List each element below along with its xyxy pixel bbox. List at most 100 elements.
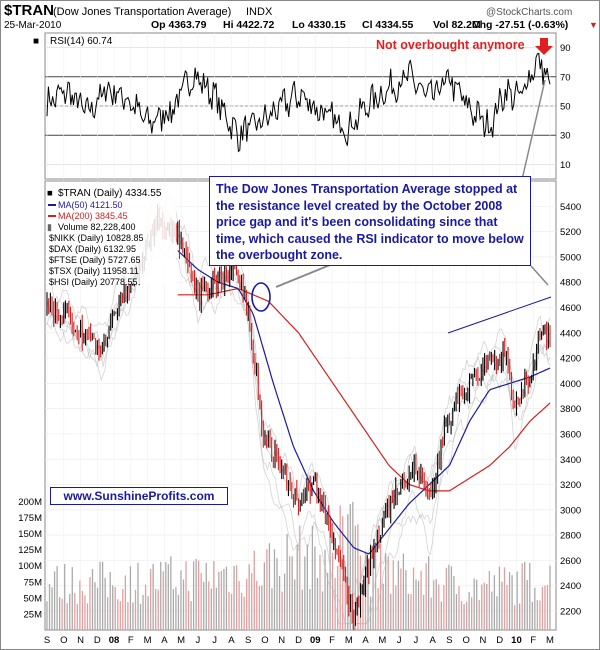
price-tick-label: 2800 (560, 531, 581, 542)
rsi-y-ticks: 10 30 50 70 90 (560, 43, 571, 171)
x-axis-labels: S O N D 08 F M A M J J A S O N D 09 F M A M J J A S O N D 10 F M (44, 635, 554, 646)
x-tick-label: F (128, 635, 134, 646)
resistance-line (447, 296, 552, 334)
change-down-icon: ▼ (589, 20, 598, 30)
legend-nikk: $NIKK (Daily) 10828.85 (49, 233, 144, 243)
x-tick-label: J (413, 635, 418, 646)
x-tick-label: S (446, 635, 452, 646)
volume-tick-label: 75M (24, 577, 43, 588)
overlay-line (46, 239, 551, 607)
x-tick-label: N (278, 635, 285, 646)
legend-dax: $DAX (Daily) 6132.95 (49, 244, 136, 254)
rsi-title: RSI(14) 60.74 (50, 36, 113, 47)
price-tick-label: 3800 (560, 404, 581, 415)
x-tick-label: M (177, 635, 185, 646)
x-tick-label: O (462, 635, 469, 646)
volume-tick-label: 150M (18, 529, 42, 540)
exchange-label: INDX (246, 6, 273, 18)
x-tick-label: D (295, 635, 302, 646)
x-tick-label: D (94, 635, 101, 646)
rsi-tick-label: 30 (560, 131, 571, 142)
x-tick-label: O (60, 635, 67, 646)
x-tick-label: M (378, 635, 386, 646)
legend-tsx: $TSX (Daily) 11958.11 (49, 266, 139, 276)
price-tick-label: 4200 (560, 354, 581, 365)
high-value: Hi 4422.72 (223, 19, 275, 31)
annotation-note: The Dow Jones Transportation Average sto… (209, 176, 531, 266)
rsi-line (46, 52, 551, 153)
legend-volume: Volume 82,228,400 (58, 222, 136, 232)
x-tick-label: 09 (310, 635, 321, 646)
price-y-ticks: 2200 2400 2600 2800 3000 3200 3400 3600 3800 4000… (560, 202, 581, 618)
legend-ftse: $FTSE (Daily) 5727.65 (49, 255, 141, 265)
volume-value: Vol 82.2M (433, 19, 481, 31)
price-tick-label: 5400 (560, 202, 581, 213)
x-tick-label: M (345, 635, 353, 646)
x-tick-label: J (212, 635, 217, 646)
x-tick-label: F (329, 635, 335, 646)
close-value: Cl 4334.55 (362, 19, 414, 31)
price-tick-label: 2400 (560, 581, 581, 592)
down-arrow-icon (535, 38, 553, 55)
x-tick-label: D (496, 635, 503, 646)
volume-tick-label: 125M (18, 545, 42, 556)
rsi-tick-label: 50 (560, 102, 571, 113)
legend-main: $TRAN (Daily) 4334.55 (58, 188, 162, 199)
date-label: 25-Mar-2010 (4, 20, 62, 31)
website-label: www.SunshineProfits.com (50, 487, 228, 505)
x-tick-label: N (479, 635, 486, 646)
price-tick-label: 3000 (560, 505, 581, 516)
price-tick-label: 3600 (560, 429, 581, 440)
x-tick-label: F (530, 635, 536, 646)
note-pointer (275, 264, 331, 288)
x-tick-label: O (261, 635, 268, 646)
price-tick-label: 4800 (560, 278, 581, 289)
x-tick-label: 10 (511, 635, 522, 646)
volume-tick-label: 50M (24, 593, 43, 604)
legend-main-icon: ■ (47, 188, 53, 199)
x-tick-label: A (161, 635, 168, 646)
change-value: Chg -27.51 (-0.63%) (472, 19, 568, 31)
x-tick-label: 08 (109, 635, 120, 646)
legend-ma200: MA(200) 3845.45 (58, 211, 128, 221)
price-tick-label: 4000 (560, 379, 581, 390)
price-tick-label: 3200 (560, 480, 581, 491)
volume-tick-label: 100M (18, 561, 42, 572)
rsi-tick-label: 70 (560, 72, 571, 83)
price-tick-label: 5000 (560, 252, 581, 263)
price-tick-label: 4400 (560, 328, 581, 339)
low-value: Lo 4330.15 (292, 19, 346, 31)
watermark: @StockCharts.com (486, 7, 572, 18)
index-name: (Dow Jones Transportation Average) (53, 6, 231, 18)
x-tick-label: M (144, 635, 152, 646)
x-tick-label: A (429, 635, 436, 646)
volume-tick-label: 200M (18, 497, 42, 508)
price-tick-label: 5200 (560, 227, 581, 238)
legend-hsi: $HSI (Daily) 20778.55 (49, 277, 138, 287)
legend-ma50: MA(50) 4121.50 (58, 200, 123, 210)
gap-ellipse (251, 282, 271, 312)
not-overbought-label: Not overbought anymore (376, 38, 525, 52)
price-tick-label: 3400 (560, 455, 581, 466)
rsi-marker-icon: ■ (33, 36, 39, 47)
rsi-pointer (520, 79, 546, 185)
x-tick-label: S (44, 635, 50, 646)
rsi-tick-label: 10 (560, 160, 571, 171)
x-tick-label: M (546, 635, 554, 646)
price-legend: ■ $TRAN (Daily) 4334.55 MA(50) 4121.50 M… (46, 186, 176, 287)
x-tick-label: J (397, 635, 402, 646)
x-tick-label: N (77, 635, 84, 646)
price-tick-label: 2200 (560, 607, 581, 618)
volume-y-ticks: 200M 175M 150M 125M 100M 75M 50M 25M (18, 497, 42, 621)
ma50-line (177, 250, 551, 555)
rsi-panel: RSI(14) 60.74 ■ 10 30 50 70 90 (33, 32, 571, 180)
legend-bg (46, 186, 176, 284)
note-pointer-right (530, 265, 549, 286)
rsi-tick-label: 90 (560, 43, 571, 54)
price-tick-label: 4600 (560, 303, 581, 314)
volume-tick-label: 175M (18, 513, 42, 524)
price-tick-label: 2600 (560, 556, 581, 567)
x-tick-label: A (228, 635, 235, 646)
x-tick-label: J (196, 635, 201, 646)
